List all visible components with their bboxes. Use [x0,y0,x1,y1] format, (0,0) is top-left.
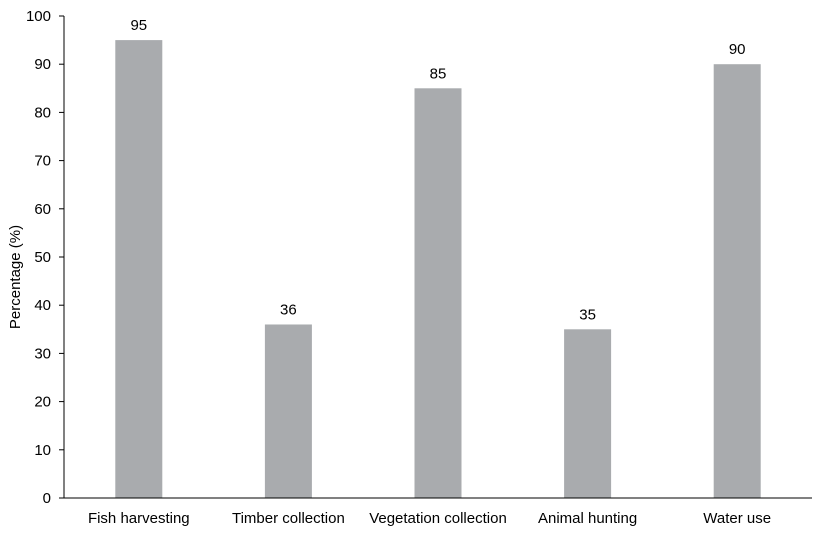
bar-value-label: 95 [130,17,147,34]
x-category-label: Timber collection [232,510,345,527]
y-tick-label: 30 [34,345,51,362]
y-tick-label: 0 [43,490,51,507]
y-tick-label: 70 [34,153,51,170]
y-axis-title: Percentage (%) [7,225,24,329]
x-category-label: Animal hunting [538,510,637,527]
x-category-label: Water use [703,510,771,527]
bar-value-labels: 95 36 85 35 90 [130,17,745,323]
y-tick-label: 50 [34,249,51,266]
y-tick-label: 100 [26,8,51,25]
y-tick-label: 20 [34,394,51,411]
y-tick-label: 80 [34,104,51,121]
bars [115,40,761,499]
y-tick-label: 40 [34,297,51,314]
bar-animal-hunting [564,329,612,498]
x-category-label: Fish harvesting [88,510,190,527]
bar-timber-collection [264,324,312,498]
bar-value-label: 36 [280,301,297,318]
bar-water-use [713,64,761,498]
y-tick-label: 60 [34,201,51,218]
y-tick-label: 90 [34,56,51,73]
x-category-label: Vegetation collection [369,510,507,527]
bar-vegetation-collection [414,88,462,499]
y-tick-label: 10 [34,442,51,459]
bar-value-label: 90 [729,41,746,58]
bar-value-label: 85 [430,65,447,82]
bar-value-label: 35 [579,306,596,323]
bar-fish-harvesting [115,40,163,498]
x-axis-category-labels: Fish harvesting Timber collection Vegetati… [88,510,771,527]
y-axis-ticks: 0 10 20 30 40 50 60 70 80 90 100 [26,8,64,507]
